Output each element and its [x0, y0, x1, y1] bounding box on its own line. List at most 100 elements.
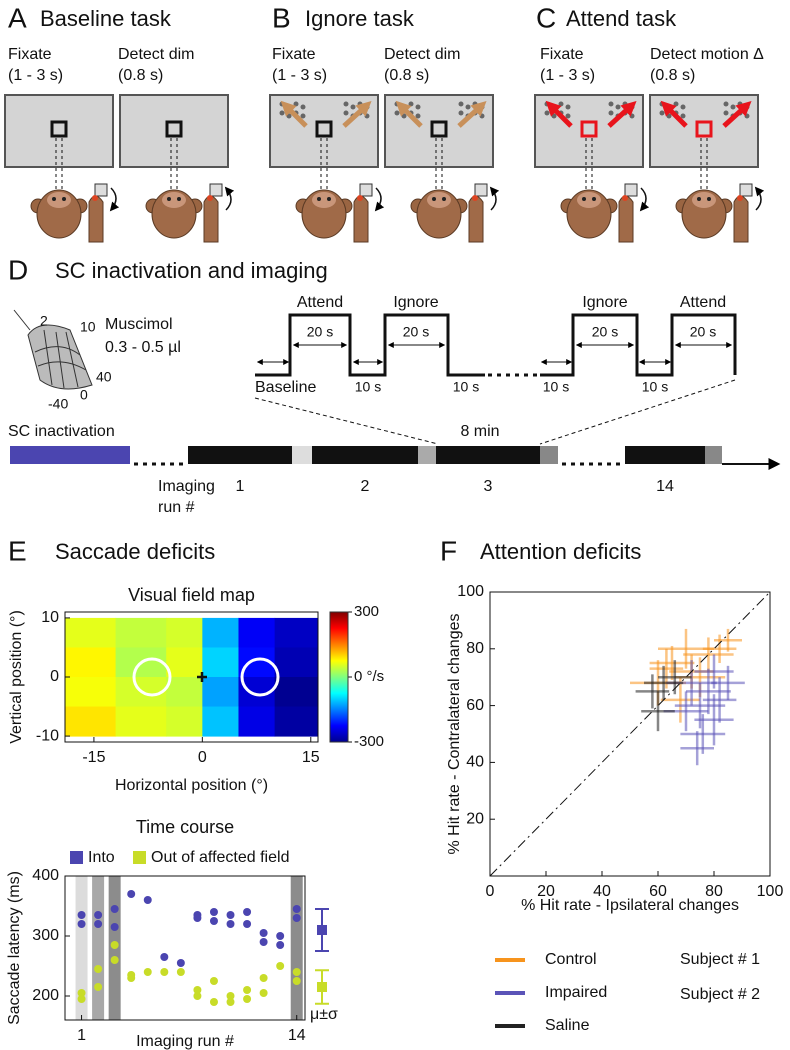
dot — [659, 110, 665, 116]
motion-arrow — [280, 100, 308, 128]
map-cell — [65, 677, 117, 708]
latency-point — [193, 992, 202, 1000]
latency-point — [77, 911, 86, 919]
latency-point — [209, 977, 218, 985]
dot — [415, 113, 421, 119]
x-axis-label: Horizontal position (°) — [115, 777, 268, 794]
dot — [408, 101, 414, 107]
latency-point — [292, 977, 301, 985]
gap-label: 10 s — [543, 379, 569, 395]
line — [254, 397, 439, 445]
rf-circle — [132, 657, 172, 697]
chart-title: Visual field map — [128, 585, 255, 605]
map-cell — [115, 706, 167, 737]
baseline-run — [290, 876, 303, 1020]
dot — [659, 101, 665, 107]
colorbar-label: 0 °/s — [354, 668, 384, 685]
dot — [394, 101, 400, 107]
mean-mark — [317, 925, 327, 935]
run-label: 14 — [656, 478, 674, 495]
map-cell — [65, 617, 117, 648]
grid-label: 40 — [96, 369, 112, 385]
run-label: 2 — [361, 478, 370, 495]
latency-point — [259, 989, 268, 997]
panel-letter: F — [440, 535, 457, 566]
run-length: 8 min — [460, 423, 499, 440]
monkey — [30, 183, 108, 243]
map-cell — [202, 647, 239, 678]
latency-point — [127, 971, 136, 979]
phase-label: (1 - 3 s) — [272, 67, 327, 84]
monkey — [675, 183, 753, 243]
map-cell — [274, 647, 319, 678]
dot — [415, 104, 421, 110]
latency-point — [127, 890, 136, 898]
x-tick-label: 0 — [486, 883, 495, 900]
latency-point — [176, 968, 185, 976]
latency-point — [193, 914, 202, 922]
legend-swatch — [133, 851, 146, 864]
latency-point — [193, 986, 202, 994]
map-cell — [65, 647, 117, 678]
y-axis-label: % Hit rate - Contralateral changes — [446, 614, 463, 855]
fixation-point — [430, 120, 448, 138]
latency-point — [259, 938, 268, 946]
dot — [293, 101, 299, 107]
latency-point — [243, 920, 252, 928]
y-tick-label: 200 — [32, 987, 59, 1004]
x-tick-label: 14 — [288, 1027, 306, 1044]
latency-point — [110, 941, 119, 949]
block-label: Ignore — [393, 294, 438, 311]
screen — [119, 94, 229, 168]
latency-point — [292, 914, 301, 922]
rect — [418, 446, 436, 464]
path — [34, 329, 87, 389]
rect — [540, 446, 558, 464]
duration-arrows — [256, 342, 733, 365]
panel-letter: B — [272, 2, 291, 33]
gap-label: 10 s — [642, 379, 668, 395]
panel-title: Baseline task — [40, 6, 172, 31]
rf-circle — [240, 657, 280, 697]
latency-point — [276, 941, 285, 949]
sc-grid — [13, 309, 93, 390]
dot — [279, 110, 285, 116]
dot — [458, 110, 464, 116]
y-tick-label: 300 — [32, 927, 59, 944]
inactivation-bar — [10, 446, 130, 464]
x-tick-label: 0 — [198, 749, 207, 766]
dot — [744, 113, 750, 119]
latency-point — [243, 986, 252, 994]
grid-label: -40 — [48, 396, 68, 412]
duration-label: 20 s — [592, 324, 618, 340]
map-cell — [274, 706, 319, 737]
panel-title: Saccade deficits — [55, 539, 215, 564]
motion-arrow — [545, 100, 573, 128]
x-tick-label: 20 — [537, 883, 555, 900]
chart-title: Time course — [136, 817, 234, 837]
baseline-run — [75, 876, 88, 1020]
legend-label: Impaired — [545, 984, 607, 1001]
motion-arrow — [457, 100, 487, 128]
fixation-cross — [197, 672, 207, 682]
dot — [472, 101, 478, 107]
response-arrow — [489, 186, 500, 211]
dot — [680, 104, 686, 110]
dot — [350, 104, 356, 110]
monkey — [145, 183, 223, 243]
legend-label: Control — [545, 951, 597, 968]
grid-label: 2 — [40, 313, 48, 329]
block-waveform — [255, 313, 737, 377]
run-blocks — [188, 446, 722, 464]
latency-point — [94, 965, 103, 973]
dot — [300, 113, 306, 119]
legend-label: Out of affected field — [151, 849, 289, 866]
x-tick-label: 100 — [757, 883, 784, 900]
latency-point — [259, 974, 268, 982]
latency-point — [276, 962, 285, 970]
rect — [188, 446, 292, 464]
phase-label: (0.8 s) — [384, 67, 429, 84]
phase-label: Detect dim — [384, 46, 460, 63]
y-axis-label: Saccade latency (ms) — [6, 871, 23, 1025]
